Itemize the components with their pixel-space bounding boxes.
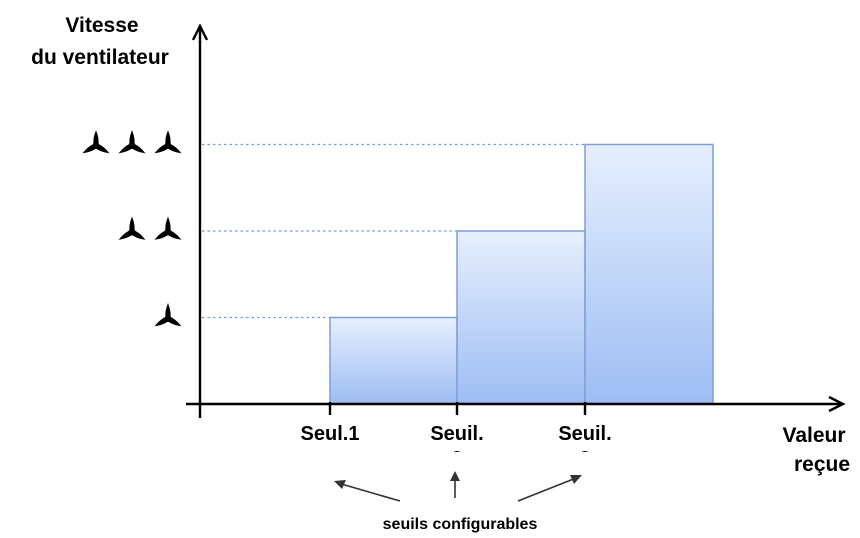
bar-2 bbox=[456, 230, 586, 405]
bar-3 bbox=[584, 143, 714, 405]
annotation-arrowhead-1 bbox=[334, 480, 346, 489]
fan-icon bbox=[153, 303, 183, 329]
y-level-icons bbox=[81, 130, 183, 329]
fan-icon bbox=[153, 130, 183, 156]
annotation-arrow-1 bbox=[337, 482, 401, 502]
fan-icon bbox=[117, 216, 147, 243]
y-axis-label-line1: Vitesse bbox=[65, 14, 138, 37]
annotation-arrow-3 bbox=[517, 477, 577, 502]
y-axis-arrow bbox=[191, 23, 209, 41]
guide-lines bbox=[202, 143, 585, 319]
bars bbox=[329, 143, 714, 405]
x-tick-label-3: Seuil. bbox=[558, 423, 611, 445]
annotation-arrowhead-2 bbox=[450, 471, 460, 481]
bar-1 bbox=[329, 316, 458, 405]
fan-icon bbox=[117, 130, 147, 156]
x-tick-label-1: Seul.1 bbox=[301, 423, 360, 445]
label-mask bbox=[420, 452, 630, 468]
x-axis-label-line2: reçue bbox=[794, 453, 850, 476]
x-axis-label-line1: Valeur bbox=[782, 424, 845, 447]
y-axis-label-line2: du ventilateur bbox=[31, 46, 169, 69]
annotation-arrowhead-3 bbox=[570, 475, 582, 484]
x-tick-label-2: Seuil. bbox=[430, 423, 483, 445]
fan-icon bbox=[81, 130, 111, 156]
x-axis-arrow bbox=[828, 395, 846, 413]
fan-icon bbox=[153, 216, 183, 243]
annotation-label: seuils configurables bbox=[383, 516, 538, 533]
